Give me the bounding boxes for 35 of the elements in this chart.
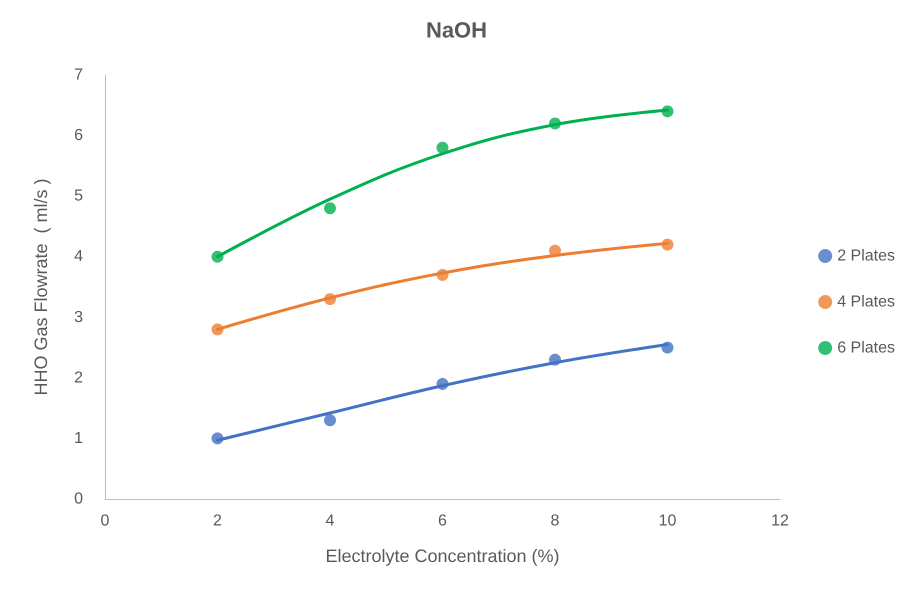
point: [212, 323, 224, 336]
y-tick-label: 6: [74, 127, 84, 144]
point: [212, 250, 224, 263]
point: [436, 142, 448, 154]
x-tick-label: 2: [213, 512, 222, 530]
point: [324, 414, 336, 426]
legend-label: 4 Plates: [837, 294, 895, 310]
x-tick-label: 6: [438, 512, 448, 530]
point: [436, 378, 448, 390]
y-tick-label: 3: [74, 308, 84, 326]
x-tick-label: 10: [658, 512, 676, 530]
y-axis-title: HHO Gas Flowrate ( ml/s ): [31, 178, 51, 396]
point: [212, 432, 224, 444]
point: [662, 238, 674, 251]
point: [549, 117, 561, 130]
point: [324, 293, 336, 306]
chart-title: NaOH: [426, 18, 488, 42]
x-tick-label: 8: [550, 512, 560, 530]
y-tick-label: 0: [74, 490, 84, 508]
x-tick-label: 0: [100, 512, 110, 530]
point: [549, 354, 561, 366]
y-tick-label: 5: [74, 188, 84, 205]
x-tick-label: 12: [771, 512, 789, 530]
point: [436, 268, 448, 281]
x-axis-title: Electrolyte Concentration (%): [325, 546, 560, 566]
legend-label: 2 Plates: [837, 248, 895, 264]
point: [662, 105, 674, 118]
x-tick-label: 4: [326, 512, 335, 530]
y-tick-label: 2: [74, 369, 84, 386]
legend-label: 6 Plates: [837, 340, 895, 356]
y-tick-label: 4: [74, 248, 84, 266]
y-tick-label: 7: [74, 66, 84, 84]
point: [662, 342, 674, 354]
y-tick-label: 1: [74, 430, 84, 447]
point: [324, 202, 336, 214]
